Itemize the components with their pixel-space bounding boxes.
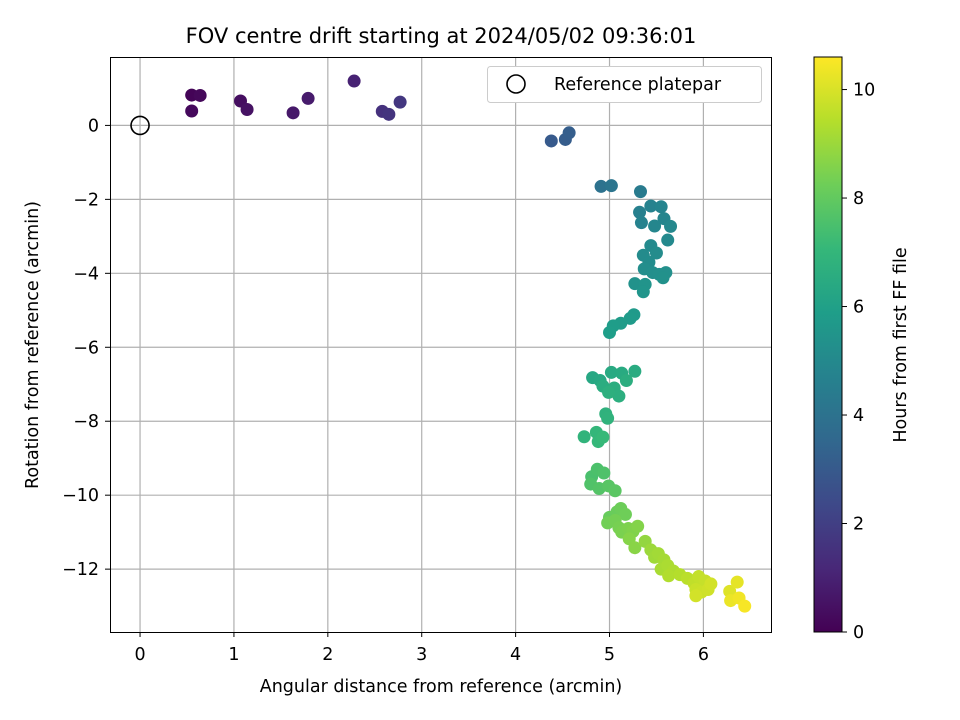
data-point — [730, 575, 744, 589]
x-tick-label: 0 — [134, 645, 145, 665]
data-point — [634, 216, 648, 230]
data-point — [544, 134, 558, 148]
y-axis-label: Rotation from reference (arcmin) — [23, 201, 43, 489]
x-axis-label: Angular distance from reference (arcmin) — [260, 677, 623, 697]
data-point — [577, 430, 591, 444]
colorbar-tick-label: 2 — [853, 515, 864, 535]
data-point — [603, 325, 617, 339]
y-tick-label: −12 — [62, 560, 99, 580]
colorbar-label: Hours from first FF file — [891, 247, 911, 442]
data-point — [185, 104, 199, 118]
legend-box — [487, 66, 762, 103]
data-point — [618, 507, 632, 521]
data-point — [301, 91, 315, 105]
data-point — [594, 179, 608, 193]
x-tick-label: 3 — [416, 645, 427, 665]
data-point — [656, 271, 670, 285]
data-point — [689, 589, 703, 603]
legend-label: Reference platepar — [554, 75, 722, 95]
data-point — [644, 199, 658, 213]
data-point — [628, 364, 642, 378]
data-point — [662, 569, 676, 583]
data-point — [648, 219, 662, 233]
data-point — [608, 484, 622, 498]
colorbar-tick-label: 10 — [853, 81, 875, 101]
data-point — [661, 233, 675, 247]
y-tick-label: 0 — [88, 116, 99, 136]
x-axis-ticks: 0 1 2 3 4 5 6 — [134, 632, 709, 665]
data-point — [619, 374, 633, 388]
y-tick-label: −10 — [62, 486, 99, 506]
y-axis-ticks: 0 −2 −4 −6 −8 −10 −12 — [62, 116, 110, 580]
data-point — [654, 200, 668, 214]
data-point — [193, 88, 207, 102]
chart-title: FOV centre drift starting at 2024/05/02 … — [186, 24, 697, 48]
data-point — [633, 205, 647, 219]
data-point — [562, 126, 576, 140]
data-point — [633, 185, 647, 199]
data-point — [631, 519, 645, 533]
data-point — [347, 74, 361, 88]
data-point — [601, 411, 615, 425]
y-tick-label: −8 — [73, 412, 99, 432]
colorbar-ticks: 0 2 4 6 8 10 — [842, 81, 875, 643]
data-point — [738, 599, 752, 613]
y-tick-label: −2 — [73, 190, 99, 210]
data-point — [704, 577, 718, 591]
data-point — [649, 246, 663, 260]
data-points — [185, 74, 752, 613]
data-point — [597, 466, 611, 480]
colorbar-tick-label: 0 — [853, 623, 864, 643]
data-point — [628, 277, 642, 291]
grid-lines — [110, 57, 771, 632]
legend-marker-icon — [506, 74, 526, 94]
reference-platepar-marker — [130, 115, 150, 136]
y-tick-label: −6 — [73, 338, 99, 358]
plot-frame — [110, 57, 772, 633]
x-tick-label: 6 — [698, 645, 709, 665]
data-point — [596, 430, 610, 444]
colorbar-tick-label: 4 — [853, 406, 864, 426]
data-point — [604, 365, 618, 379]
data-point — [636, 285, 650, 299]
colorbar-tick-label: 8 — [853, 189, 864, 209]
data-point — [612, 389, 626, 403]
y-tick-label: −4 — [73, 264, 99, 284]
data-point — [604, 179, 618, 193]
x-tick-label: 1 — [228, 645, 239, 665]
legend: Reference platepar — [487, 66, 762, 103]
data-point — [628, 541, 642, 555]
x-tick-label: 4 — [510, 645, 521, 665]
data-point — [664, 219, 678, 233]
data-point — [602, 385, 616, 399]
colorbar — [813, 56, 843, 633]
x-tick-label: 5 — [604, 645, 615, 665]
data-point — [240, 103, 254, 117]
data-point — [286, 106, 300, 120]
data-point — [382, 107, 396, 121]
data-point — [393, 95, 407, 109]
colorbar-tick-label: 6 — [853, 298, 864, 318]
x-tick-label: 2 — [322, 645, 333, 665]
